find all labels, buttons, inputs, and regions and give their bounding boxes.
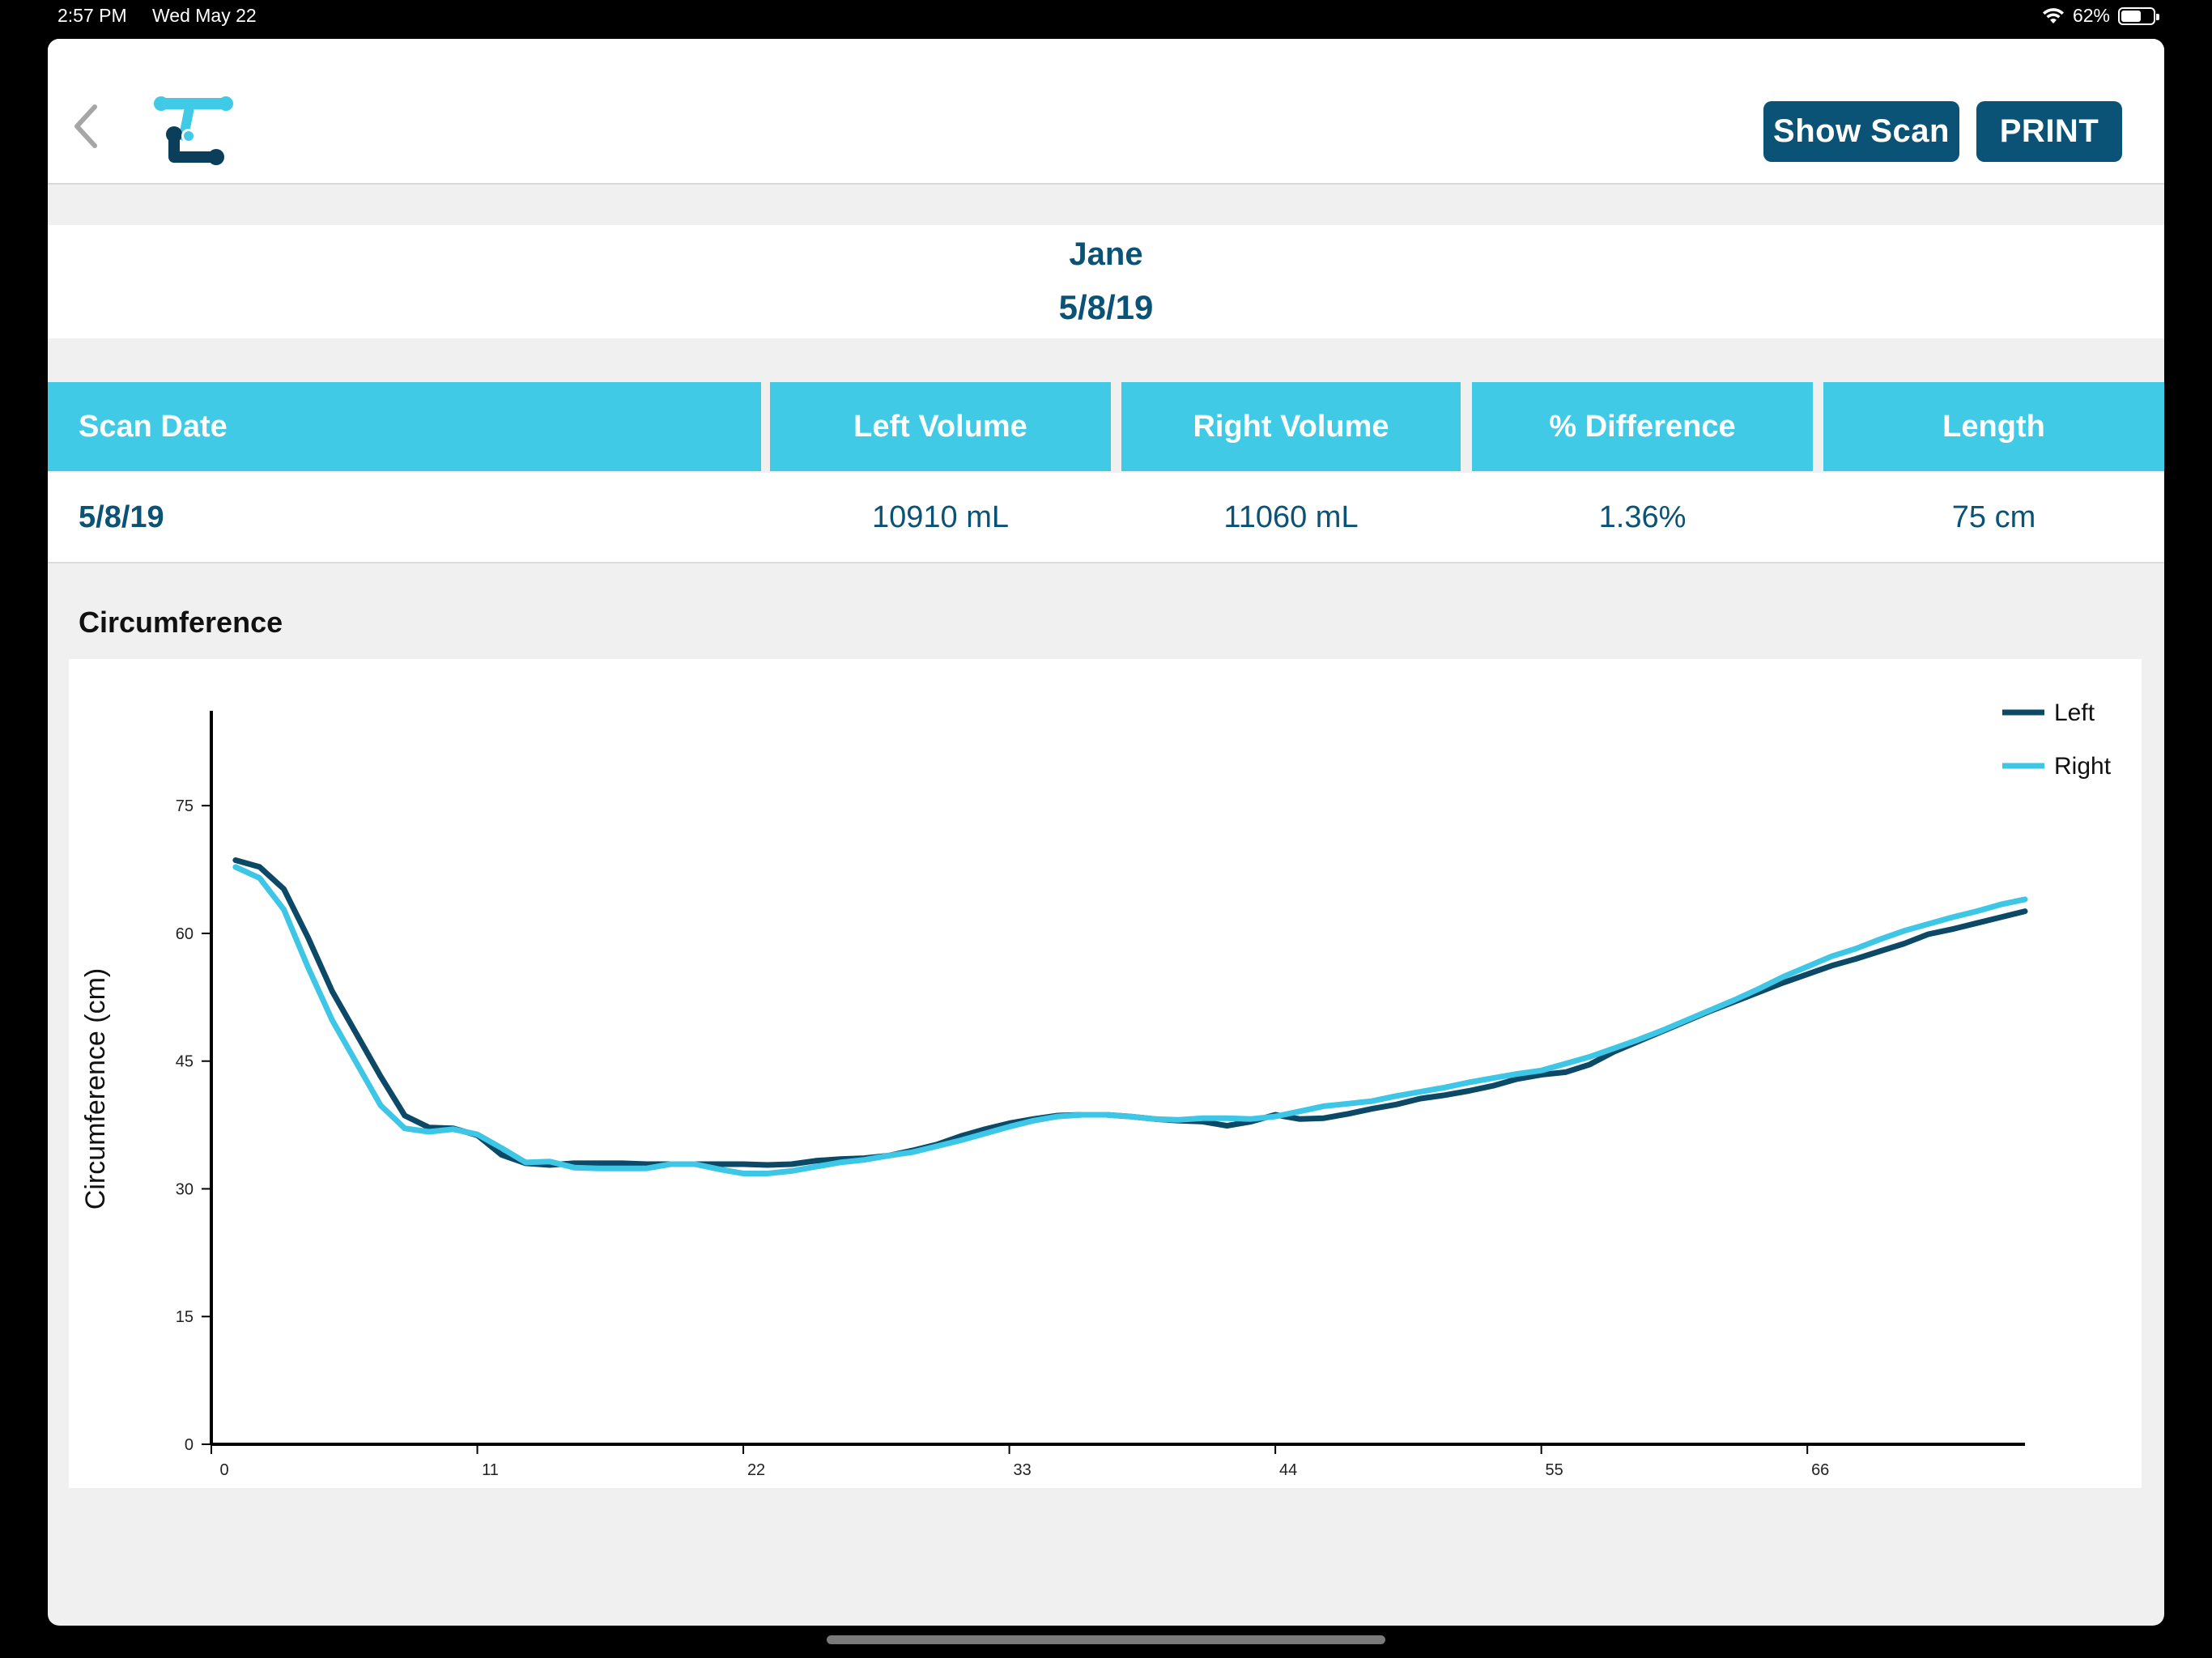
y-tick-label: 75: [176, 797, 194, 815]
table-header: Scan Date Left Volume Right Volume % Dif…: [48, 382, 2164, 471]
column-header-left-volume: Left Volume: [770, 382, 1111, 471]
battery-icon: [2118, 6, 2159, 25]
table-row[interactable]: 5/8/19 10910 mL 11060 mL 1.36% 75 cm: [48, 473, 2164, 563]
x-tick-label: 33: [1013, 1461, 1031, 1479]
status-bar: 2:57 PM Wed May 22 62%: [0, 0, 2212, 37]
y-axis-label: Circumference (cm): [80, 968, 111, 1209]
cell-difference: 1.36%: [1598, 500, 1687, 534]
x-tick-label: 0: [219, 1461, 228, 1479]
chart-svg: 015304560750112233445566Limb Position (c…: [80, 699, 2112, 1479]
x-tick-label: 44: [1279, 1461, 1297, 1479]
wifi-icon: [2042, 7, 2064, 23]
status-time: 2:57 PM: [57, 5, 127, 26]
app-logo-icon: [154, 96, 233, 165]
y-tick-label: 15: [176, 1308, 194, 1326]
x-tick-label: 22: [747, 1461, 765, 1479]
legend-label-right: Right: [2054, 753, 2112, 780]
print-button[interactable]: PRINT: [1976, 101, 2122, 162]
battery-nub: [2156, 13, 2159, 20]
app-window: Show Scan PRINT Jane 5/8/19 Scan Date Le…: [48, 39, 2164, 1626]
patient-date: 5/8/19: [1058, 288, 1154, 326]
cell-length: 75 cm: [1951, 500, 2036, 534]
show-scan-button[interactable]: Show Scan: [1763, 101, 1959, 162]
patient-header: Jane 5/8/19: [48, 225, 2164, 338]
x-tick-label: 66: [1811, 1461, 1829, 1479]
y-tick-label: 45: [176, 1053, 194, 1071]
home-indicator[interactable]: [827, 1635, 1385, 1644]
y-tick-label: 30: [176, 1180, 194, 1198]
column-header-scan-date: Scan Date: [48, 382, 761, 471]
cell-left-volume: 10910 mL: [871, 500, 1009, 534]
cell-right-volume: 11060 mL: [1223, 500, 1359, 534]
cell-scan-date: 5/8/19: [79, 500, 164, 534]
column-header-right-volume: Right Volume: [1121, 382, 1461, 471]
series-line-right: [232, 864, 2028, 1176]
x-tick-label: 11: [482, 1461, 499, 1479]
y-tick-label: 0: [185, 1436, 194, 1454]
status-date: Wed May 22: [152, 5, 257, 26]
section-title: Circumference: [79, 606, 283, 639]
column-header-difference: % Difference: [1472, 382, 1813, 471]
status-right: 62%: [2042, 5, 2159, 27]
column-header-length: Length: [1823, 382, 2164, 471]
y-tick-label: 60: [176, 925, 194, 943]
top-bar: Show Scan PRINT: [48, 39, 2164, 185]
battery-fill: [2121, 10, 2141, 22]
patient-name: Jane: [1069, 236, 1143, 272]
x-tick-label: 55: [1546, 1461, 1563, 1479]
battery-percent: 62%: [2072, 5, 2110, 26]
legend-label-left: Left: [2054, 699, 2095, 726]
circumference-chart: 015304560750112233445566Limb Position (c…: [69, 659, 2142, 1488]
chevron-left-icon[interactable]: [67, 102, 108, 151]
